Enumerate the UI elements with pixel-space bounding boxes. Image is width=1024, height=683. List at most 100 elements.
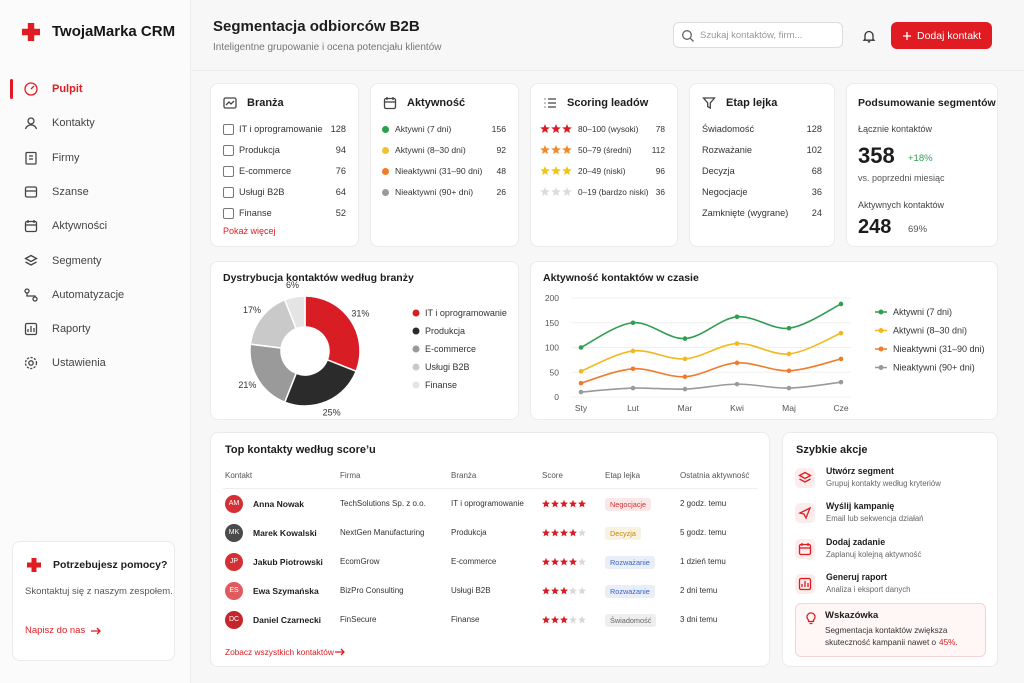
action-title[interactable]: Utwórz segment <box>826 466 894 476</box>
filter-label[interactable]: Zamknięte (wygrane) <box>702 208 789 218</box>
last-activity: 1 dzień temu <box>680 557 726 566</box>
filter-label[interactable]: 50–79 (średni) <box>578 145 632 155</box>
x-tick-label: Kwi <box>730 403 744 413</box>
data-point <box>630 366 636 372</box>
nav-item[interactable]: Firmy <box>52 151 80 164</box>
contact-name[interactable]: Anna Nowak <box>253 499 305 509</box>
contact-name[interactable]: Jakub Piotrowski <box>253 557 323 567</box>
icon <box>335 648 345 656</box>
series-line <box>580 303 842 349</box>
icon <box>24 288 38 302</box>
stage-badge: Rozważanie <box>605 555 655 569</box>
nav-item[interactable]: Segmenty <box>52 254 102 267</box>
filter-label[interactable]: E-commerce <box>239 166 292 176</box>
legend-label: Nieaktywni (31–90 dni) <box>893 344 985 354</box>
star <box>560 499 568 508</box>
filter-label[interactable]: Decyzja <box>702 166 735 176</box>
action-icon[interactable] <box>795 538 815 559</box>
slice-label: 31% <box>351 308 369 318</box>
legend-marker <box>412 327 420 335</box>
nav-item[interactable]: Automatyzacje <box>52 288 125 301</box>
status-dot <box>382 125 389 133</box>
search-box[interactable]: Szukaj kontaktów, firm... <box>673 22 843 48</box>
icon <box>24 254 38 266</box>
filter-label[interactable]: Produkcja <box>239 145 280 155</box>
data-point <box>682 386 688 392</box>
series-line <box>580 381 842 393</box>
data-point <box>630 348 636 354</box>
checkbox[interactable] <box>223 208 234 219</box>
help-link[interactable]: Napisz do nas <box>25 625 86 636</box>
filter-label[interactable]: Negocjacje <box>702 187 748 197</box>
y-tick-label: 150 <box>545 318 559 328</box>
star <box>560 615 568 624</box>
nav-item[interactable]: Pulpit <box>52 83 83 95</box>
icon <box>798 542 812 555</box>
action-icon[interactable] <box>795 573 815 594</box>
filter-label[interactable]: Aktywni (8–30 dni) <box>395 145 466 155</box>
view-all-link[interactable]: Zobacz wszystkich kontaktów <box>225 647 334 657</box>
action-title[interactable]: Generuj raport <box>826 571 888 582</box>
last-activity: 3 dni temu <box>680 615 718 624</box>
data-point <box>838 330 844 336</box>
nav-item[interactable]: Aktywności <box>52 220 108 233</box>
filter-card: Branża IT i oprogramowanie 128 Produkcja 94 E… <box>210 83 359 247</box>
y-tick-label: 50 <box>550 367 560 377</box>
action-icon[interactable] <box>795 503 815 524</box>
contact-name[interactable]: Daniel Czarnecki <box>253 615 322 625</box>
filter-count: 68 <box>811 166 822 176</box>
filter-label[interactable]: Finanse <box>239 208 272 218</box>
filter-label[interactable]: Nieaktywni (90+ dni) <box>395 187 474 197</box>
icon <box>24 220 38 233</box>
add-contact-button[interactable]: Dodaj kontakt <box>891 22 992 49</box>
contact-name[interactable]: Ewa Szymańska <box>253 586 319 596</box>
contact-name[interactable]: Marek Kowalski <box>253 528 317 538</box>
data-point <box>734 360 740 366</box>
nav-item[interactable]: Raporty <box>52 323 91 336</box>
line-chart: Aktywność kontaktów w czasie 0 50 100 150 200… <box>543 272 985 413</box>
action-subtitle: Analiza i eksport danych <box>826 584 911 594</box>
star <box>560 586 568 595</box>
icon-part <box>24 124 38 130</box>
filter-label[interactable]: Świadomość <box>702 124 755 134</box>
icon <box>682 29 694 42</box>
action-icon[interactable] <box>795 468 815 488</box>
data-point <box>838 379 844 385</box>
card-title: Branża <box>247 97 284 109</box>
action-title[interactable]: Wyślij kampanię <box>826 501 895 512</box>
star <box>540 166 550 175</box>
column-header: Kontakt <box>225 471 253 480</box>
nav-item[interactable]: Kontakty <box>52 117 95 130</box>
filter-label[interactable]: Nieaktywni (31–90 dni) <box>395 166 483 176</box>
filter-count: 156 <box>491 124 506 134</box>
checkbox[interactable] <box>223 187 234 198</box>
star <box>569 557 577 566</box>
filter-label[interactable]: Rozważanie <box>702 145 753 155</box>
data-point <box>786 385 792 391</box>
legend-marker <box>878 309 884 315</box>
filter-label[interactable]: 0–19 (bardzo niski) <box>578 187 649 197</box>
page-subtitle: Inteligentne grupowanie i ocena potencja… <box>213 42 442 53</box>
checkbox[interactable] <box>223 124 234 135</box>
icon-part <box>798 577 812 591</box>
filter-label[interactable]: 80–100 (wysoki) <box>578 124 639 134</box>
filter-count: 52 <box>335 208 346 218</box>
icon <box>24 82 38 96</box>
last-activity: 5 godz. temu <box>680 528 727 537</box>
filter-label[interactable]: Aktywni (7 dni) <box>395 124 452 134</box>
action-title[interactable]: Dodaj zadanie <box>826 536 886 547</box>
show-more-link[interactable]: Pokaż więcej <box>223 226 276 236</box>
score-stars <box>540 145 572 154</box>
nav-item[interactable]: Szanse <box>52 185 89 198</box>
checkbox[interactable] <box>223 166 234 177</box>
filter-label[interactable]: Usługi B2B <box>239 187 285 197</box>
icon-part <box>30 85 35 90</box>
stage-badge: Świadomość <box>605 613 657 627</box>
filter-label[interactable]: IT i oprogramowanie <box>239 124 323 134</box>
checkbox[interactable] <box>223 145 234 156</box>
filter-label[interactable]: 20–49 (niski) <box>578 166 626 176</box>
chart-title: Dystrybucja kontaktów według branży <box>223 272 414 284</box>
company: BizPro Consulting <box>340 586 404 595</box>
nav-item[interactable]: Ustawienia <box>52 357 106 370</box>
